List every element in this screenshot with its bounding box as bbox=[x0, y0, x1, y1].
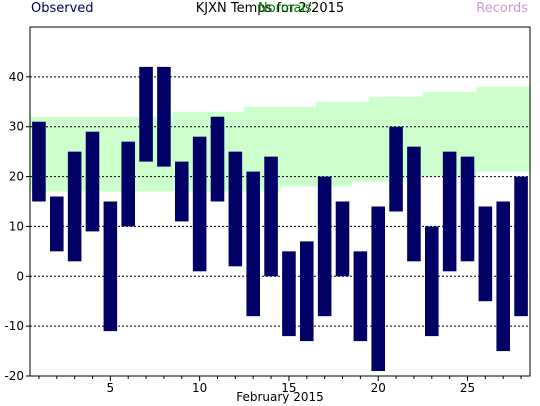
gridlines-layer bbox=[30, 76, 530, 327]
observed-bar-day-14 bbox=[264, 156, 278, 277]
observed-bar-day-1 bbox=[32, 121, 46, 202]
y-tick-label--10: -10 bbox=[4, 319, 24, 333]
normal-band-day-15 bbox=[280, 106, 299, 187]
observed-bar-day-25 bbox=[460, 156, 475, 262]
observed-bar-day-24 bbox=[442, 151, 457, 272]
normal-band-day-5 bbox=[101, 116, 120, 192]
observed-bar-day-4 bbox=[85, 131, 100, 232]
normal-band-day-13 bbox=[244, 106, 263, 192]
x-tick-label-10: 10 bbox=[192, 381, 207, 395]
observed-bar-day-26 bbox=[478, 206, 493, 302]
x-tick-label-20: 20 bbox=[371, 381, 386, 395]
normal-band-day-27 bbox=[494, 86, 513, 172]
y-tick-label-40: 40 bbox=[9, 70, 24, 84]
x-axis-label: February 2015 bbox=[236, 390, 324, 404]
observed-bar-day-23 bbox=[425, 226, 439, 337]
y-tick-label-0: 0 bbox=[16, 269, 24, 283]
observed-bar-day-13 bbox=[246, 171, 260, 317]
observed-bar-day-5 bbox=[103, 201, 118, 332]
observed-bar-day-15 bbox=[282, 251, 296, 337]
observed-bar-day-10 bbox=[192, 136, 207, 272]
normal-band-day-2 bbox=[47, 116, 67, 192]
observed-bar-day-27 bbox=[496, 201, 510, 352]
normal-band-day-28 bbox=[512, 86, 531, 172]
observed-bar-day-16 bbox=[300, 241, 314, 342]
y-tick-label--20: -20 bbox=[4, 369, 24, 383]
observed-bar-day-19 bbox=[353, 251, 368, 342]
x-tick-label-5: 5 bbox=[107, 381, 115, 395]
observed-bar-day-7 bbox=[139, 66, 153, 162]
legend-records: Records bbox=[476, 1, 528, 16]
observed-bar-day-21 bbox=[389, 126, 403, 212]
normal-band-day-25 bbox=[458, 91, 478, 177]
y-tick-label-20: 20 bbox=[9, 170, 24, 184]
normal-band-day-20 bbox=[369, 96, 388, 182]
y-tick-label-10: 10 bbox=[9, 219, 24, 233]
observed-bars-layer bbox=[32, 66, 528, 372]
normal-band-day-17 bbox=[315, 101, 335, 187]
observed-bar-day-8 bbox=[157, 66, 171, 167]
observed-bar-day-6 bbox=[121, 141, 135, 227]
normal-band-day-23 bbox=[422, 91, 442, 177]
observed-bar-day-22 bbox=[407, 146, 421, 262]
observed-bar-day-3 bbox=[67, 151, 82, 262]
observed-bar-day-9 bbox=[175, 161, 189, 222]
x-tick-label-25: 25 bbox=[460, 381, 475, 395]
observed-bar-day-28 bbox=[514, 176, 528, 317]
chart-title: KJXN Temps for 2/2015 bbox=[195, 1, 345, 16]
observed-bar-day-17 bbox=[317, 176, 332, 317]
observed-bar-day-20 bbox=[371, 206, 385, 372]
x-tick-label-15: 15 bbox=[281, 381, 296, 395]
legend-observed: Observed bbox=[31, 1, 94, 16]
normal-band-day-16 bbox=[297, 106, 317, 187]
legend-normals: Normals bbox=[258, 1, 312, 16]
observed-bar-day-2 bbox=[50, 196, 64, 252]
normal-band-day-18 bbox=[333, 101, 353, 187]
plot-frame bbox=[29, 26, 531, 377]
observed-bar-day-18 bbox=[335, 201, 350, 277]
normal-band-day-26 bbox=[476, 86, 495, 172]
y-tick-label-30: 30 bbox=[9, 120, 24, 134]
observed-bar-day-11 bbox=[210, 116, 225, 202]
normal-band-day-19 bbox=[351, 101, 370, 182]
axes-layer: -20 -10 0 10 20 30 40 5 10 15 20 25 bbox=[4, 26, 531, 395]
observed-bar-day-12 bbox=[228, 151, 243, 267]
